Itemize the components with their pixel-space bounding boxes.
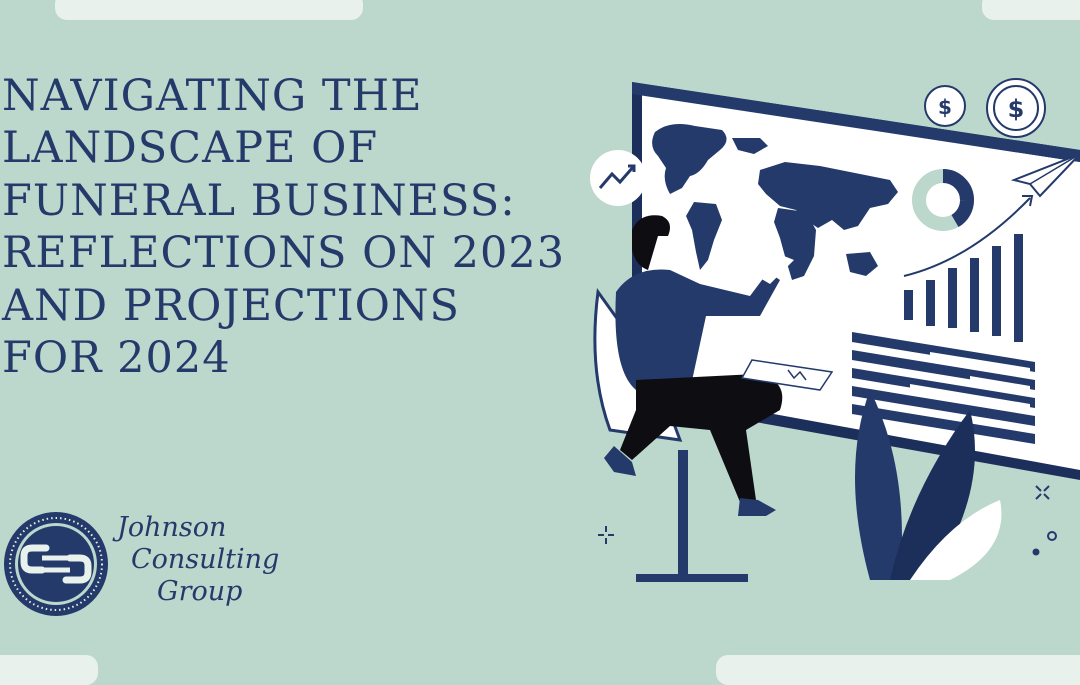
title-line-5: AND PROJECTIONS bbox=[2, 280, 460, 331]
brand-line-1: Johnson bbox=[117, 512, 227, 543]
decor-pill-bottom-left bbox=[0, 655, 98, 685]
world-map bbox=[652, 124, 898, 280]
analytics-illustration: $ $ bbox=[590, 78, 1080, 582]
decor-pill-top-left bbox=[55, 0, 363, 20]
svg-text:$: $ bbox=[938, 95, 952, 119]
donut-chart-icon bbox=[912, 169, 974, 231]
plant-leaves bbox=[855, 390, 1002, 580]
title-line-2: LANDSCAPE OF bbox=[2, 123, 379, 174]
person-figure bbox=[604, 215, 834, 516]
page-title: NAVIGATING THE LANDSCAPE OF FUNERAL BUSI… bbox=[2, 70, 602, 385]
title-line-3: FUNERAL BUSINESS: bbox=[2, 175, 516, 226]
brand-line-2: Consulting bbox=[131, 543, 280, 575]
sparkle-icons bbox=[598, 485, 1057, 556]
dollar-coin-small-icon: $ bbox=[924, 85, 966, 127]
brand-line-3: Group bbox=[157, 575, 243, 607]
company-logo-icon bbox=[4, 512, 108, 616]
board-progress-bars bbox=[852, 332, 1035, 444]
decor-pill-top-right bbox=[982, 0, 1080, 20]
title-line-6: FOR 2024 bbox=[2, 333, 231, 384]
trend-arrow-icon bbox=[903, 195, 1034, 277]
title-line-4: REFLECTIONS ON 2023 bbox=[2, 228, 566, 279]
title-line-1: NAVIGATING THE bbox=[2, 71, 423, 121]
brand-name: Johnson Consulting Group bbox=[115, 512, 279, 608]
svg-text:$: $ bbox=[1008, 95, 1025, 123]
decor-pill-bottom-right bbox=[716, 655, 1080, 685]
board-bar-chart bbox=[904, 234, 1023, 342]
dollar-coin-large-icon: $ bbox=[986, 78, 1046, 138]
trend-bubble-icon bbox=[590, 150, 646, 206]
paper-plane-icon bbox=[1010, 153, 1080, 198]
